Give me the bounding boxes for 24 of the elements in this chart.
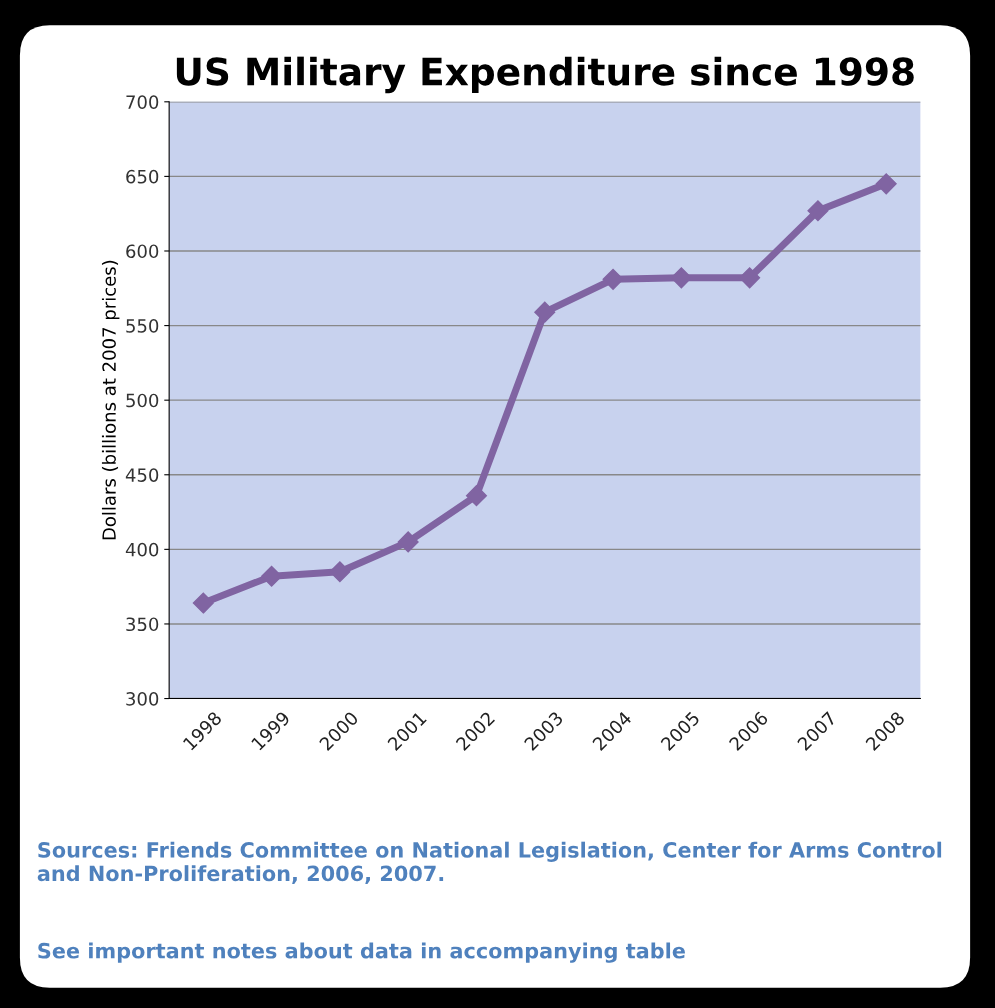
point bbox=[465, 485, 487, 507]
y-tick-label: 650 bbox=[126, 169, 159, 184]
y-tick-label: 700 bbox=[126, 95, 159, 109]
y-tick-label: 600 bbox=[126, 244, 159, 259]
point bbox=[875, 173, 897, 195]
y-axis-title: Dollars (billions at 2007 prices) bbox=[101, 260, 120, 540]
point bbox=[329, 561, 351, 583]
y-tick-label: 550 bbox=[126, 319, 159, 333]
point bbox=[261, 565, 283, 587]
text: See important notes about data in accompanying table bbox=[38, 942, 685, 963]
y-tick-label: 350 bbox=[126, 617, 159, 632]
point bbox=[670, 267, 692, 289]
point bbox=[602, 268, 624, 290]
point bbox=[192, 592, 214, 614]
y-tick-label: 500 bbox=[126, 393, 159, 408]
point bbox=[397, 531, 419, 553]
point bbox=[739, 267, 761, 289]
point bbox=[534, 301, 556, 323]
chart-title: US Military Expenditure since 1998 bbox=[176, 56, 914, 94]
y-tick-label: 450 bbox=[125, 468, 159, 482]
y-tick-label: 400 bbox=[125, 542, 159, 557]
source-note: Sources: Friends Committee on National Legislation, Center for Arms Control and Non-Proliferation, 2006, 2007. bbox=[37, 841, 942, 884]
point bbox=[807, 200, 829, 222]
y-tick-label: 300 bbox=[126, 692, 159, 706]
